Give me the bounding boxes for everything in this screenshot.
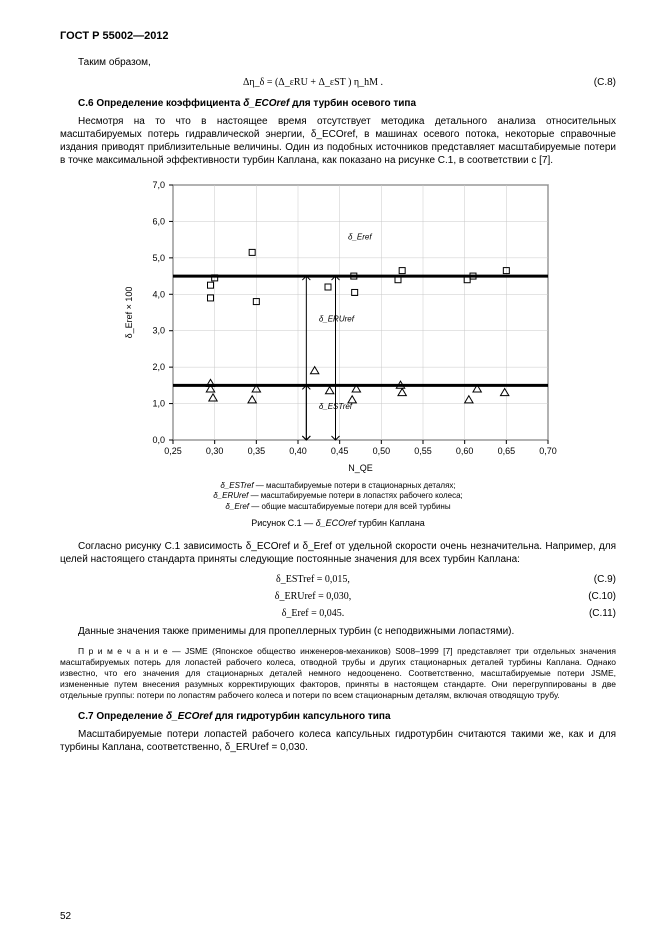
equation-c8: Δη_δ = (Δ_εRU + Δ_εST ) η_hM . (C.8) — [60, 77, 616, 88]
section-c7-suffix: для гидротурбин капсульного типа — [212, 711, 390, 722]
chart-legend: δ_ESTref — масштабируемые потери в стаци… — [60, 481, 616, 512]
equation-c11-label: (C.11) — [566, 608, 616, 619]
svg-text:4,0: 4,0 — [152, 289, 165, 299]
section-c7-sym: δ_ECOref — [166, 711, 212, 722]
section-c6-suffix: для турбин осевого типа — [289, 98, 416, 109]
equation-c10-label: (C.10) — [566, 591, 616, 602]
svg-text:0,30: 0,30 — [206, 446, 224, 456]
equation-c9: δ_ESTref = 0,015, (C.9) — [60, 574, 616, 585]
svg-text:0,50: 0,50 — [373, 446, 391, 456]
svg-text:δ_Eref × 100: δ_Eref × 100 — [124, 287, 134, 339]
legend1-txt: — масштабируемые потери в стационарных д… — [254, 481, 456, 490]
svg-text:0,0: 0,0 — [152, 435, 165, 445]
svg-text:0,65: 0,65 — [498, 446, 516, 456]
legend3-sym: δ_Eref — [225, 502, 249, 511]
svg-text:N_QE: N_QE — [348, 463, 373, 473]
figcaption-suffix: турбин Каплана — [356, 518, 425, 528]
fig-caption: Рисунок С.1 — δ_ECOref турбин Каплана — [60, 518, 616, 528]
legend2-txt: — масштабируемые потери в лопастях рабоч… — [248, 491, 462, 500]
equation-c9-label: (C.9) — [566, 574, 616, 585]
legend3-txt: — общие масштабируемые потери для всей т… — [249, 502, 451, 511]
section-c6-heading: С.6 Определение коэффициента δ_ECOref дл… — [60, 98, 616, 109]
page-header: ГОСТ Р 55002—2012 — [60, 30, 616, 42]
svg-text:δ_ESTref: δ_ESTref — [319, 402, 353, 411]
figcaption-sym: δ_ECOref — [316, 518, 356, 528]
svg-text:0,40: 0,40 — [289, 446, 307, 456]
svg-text:7,0: 7,0 — [152, 180, 165, 190]
svg-text:3,0: 3,0 — [152, 326, 165, 336]
legend1-sym: δ_ESTref — [220, 481, 253, 490]
svg-text:1,0: 1,0 — [152, 399, 165, 409]
equation-c10-expr: δ_ERUref = 0,030, — [60, 591, 566, 602]
equation-c10: δ_ERUref = 0,030, (C.10) — [60, 591, 616, 602]
section-c6-prefix: С.6 Определение коэффициента — [78, 98, 243, 109]
figcaption-prefix: Рисунок С.1 — — [251, 518, 315, 528]
para-c9-intro: Согласно рисунку С.1 зависимость δ_ECOre… — [60, 540, 616, 566]
svg-text:0,60: 0,60 — [456, 446, 474, 456]
svg-text:0,55: 0,55 — [414, 446, 432, 456]
chart-c1: 0,25 0,30 0,35 0,40 0,45 0,50 0,55 0,60 0,65 0,70… — [118, 175, 558, 475]
svg-text:δ_ERUref: δ_ERUref — [319, 315, 355, 324]
section-c7-prefix: С.7 Определение — [78, 711, 166, 722]
page-number: 52 — [60, 911, 71, 922]
equation-c8-expr: Δη_δ = (Δ_εRU + Δ_εST ) η_hM . — [60, 77, 566, 88]
svg-text:5,0: 5,0 — [152, 253, 165, 263]
section-c7-heading: С.7 Определение δ_ECOref для гидротурбин… — [60, 711, 616, 722]
svg-text:2,0: 2,0 — [152, 362, 165, 372]
chart-svg: 0,25 0,30 0,35 0,40 0,45 0,50 0,55 0,60 0,65 0,70… — [118, 175, 558, 475]
svg-text:0,35: 0,35 — [248, 446, 266, 456]
equation-c9-expr: δ_ESTref = 0,015, — [60, 574, 566, 585]
legend2-sym: δ_ERUref — [213, 491, 248, 500]
svg-text:0,25: 0,25 — [164, 446, 182, 456]
equation-c8-label: (C.8) — [566, 77, 616, 88]
svg-text:0,70: 0,70 — [539, 446, 557, 456]
note-jsme: П р и м е ч а н и е — JSME (Японское общ… — [60, 646, 616, 701]
para-values: Данные значения также применимы для проп… — [60, 625, 616, 638]
section-c6-para: Несмотря на то что в настоящее время отс… — [60, 115, 616, 167]
equation-c11-expr: δ_Eref = 0,045. — [60, 608, 566, 619]
section-c6-sym: δ_ECOref — [243, 98, 289, 109]
svg-text:6,0: 6,0 — [152, 216, 165, 226]
svg-text:δ_Eref: δ_Eref — [348, 233, 372, 242]
intro-text: Таким образом, — [60, 56, 616, 69]
equation-c11: δ_Eref = 0,045. (C.11) — [60, 608, 616, 619]
svg-text:0,45: 0,45 — [331, 446, 349, 456]
section-c7-para: Масштабируемые потери лопастей рабочего … — [60, 728, 616, 754]
